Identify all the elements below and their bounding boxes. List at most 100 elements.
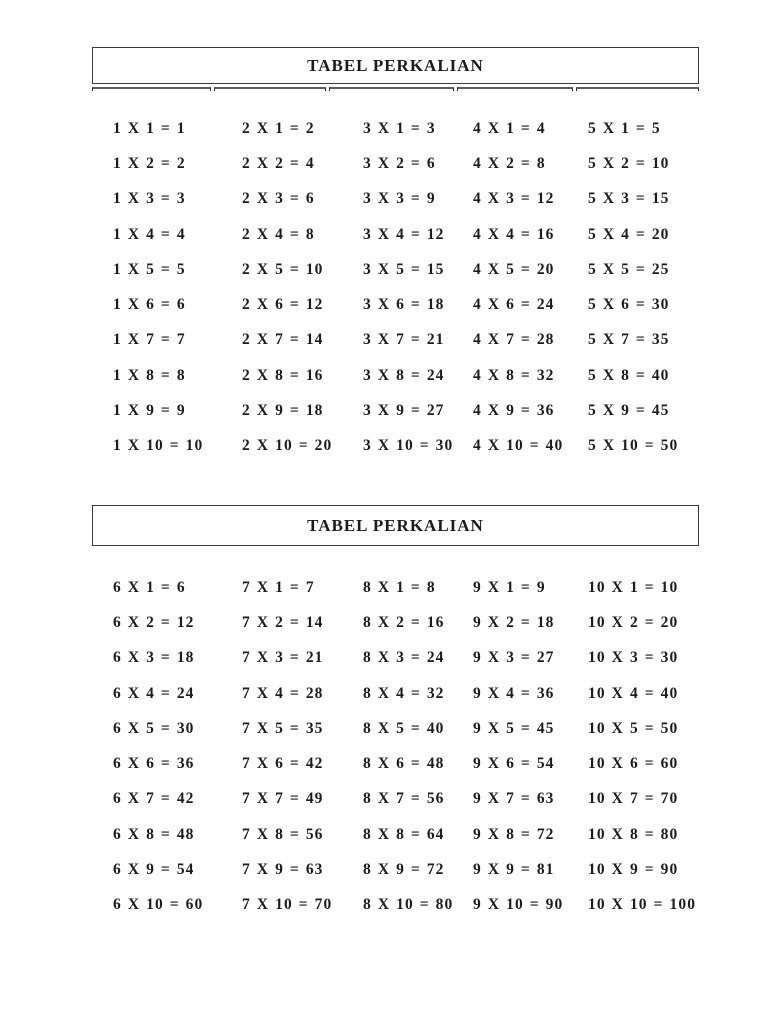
table-row: 1 X 5 = 5 2 X 5 = 10 3 X 5 = 15 4 X 5 = 20 5…: [92, 252, 699, 287]
multiplication-cell: 7 X 8 = 56: [242, 825, 324, 843]
multiplication-cell: 3 X 6 = 18: [363, 296, 445, 314]
multiplication-cell: 5 X 10 = 50: [588, 437, 679, 455]
multiplication-cell: 7 X 9 = 63: [242, 861, 324, 879]
multiplication-cell: 2 X 2 = 4: [242, 154, 315, 172]
multiplication-cell: 3 X 9 = 27: [363, 402, 445, 420]
multiplication-cell: 9 X 4 = 36: [473, 684, 555, 702]
section-1-title-box: TABEL PERKALIAN: [92, 47, 699, 84]
multiplication-cell: 9 X 6 = 54: [473, 755, 555, 773]
multiplication-cell: 4 X 9 = 36: [473, 402, 555, 420]
multiplication-cell: 10 X 2 = 20: [588, 613, 679, 631]
multiplication-cell: 5 X 2 = 10: [588, 154, 670, 172]
multiplication-cell: 2 X 6 = 12: [242, 296, 324, 314]
multiplication-cell: 6 X 1 = 6: [113, 578, 186, 596]
multiplication-cell: 9 X 10 = 90: [473, 896, 564, 914]
table-row: 6 X 7 = 42 7 X 7 = 49 8 X 7 = 56 9 X 7 = 63…: [92, 782, 699, 817]
multiplication-cell: 2 X 3 = 6: [242, 190, 315, 208]
table-row: 1 X 6 = 6 2 X 6 = 12 3 X 6 = 18 4 X 6 = 24 5…: [92, 287, 699, 322]
multiplication-cell: 3 X 2 = 6: [363, 154, 436, 172]
multiplication-cell: 2 X 10 = 20: [242, 437, 333, 455]
multiplication-cell: 3 X 1 = 3: [363, 119, 436, 137]
multiplication-cell: 9 X 7 = 63: [473, 790, 555, 808]
table-row: 1 X 8 = 8 2 X 8 = 16 3 X 8 = 24 4 X 8 = 32 5…: [92, 358, 699, 393]
section-1-title: TABEL PERKALIAN: [307, 55, 484, 75]
multiplication-cell: 8 X 10 = 80: [363, 896, 454, 914]
multiplication-cell: 1 X 2 = 2: [113, 154, 186, 172]
multiplication-cell: 7 X 4 = 28: [242, 684, 324, 702]
multiplication-cell: 5 X 5 = 25: [588, 260, 670, 278]
multiplication-cell: 8 X 4 = 32: [363, 684, 445, 702]
multiplication-cell: 4 X 2 = 8: [473, 154, 546, 172]
multiplication-cell: 4 X 4 = 16: [473, 225, 555, 243]
column-rule-segment: [214, 87, 326, 91]
multiplication-cell: 3 X 3 = 9: [363, 190, 436, 208]
multiplication-cell: 6 X 9 = 54: [113, 861, 195, 879]
multiplication-cell: 5 X 6 = 30: [588, 296, 670, 314]
multiplication-cell: 5 X 7 = 35: [588, 331, 670, 349]
multiplication-cell: 5 X 3 = 15: [588, 190, 670, 208]
multiplication-cell: 3 X 8 = 24: [363, 366, 445, 384]
multiplication-cell: 2 X 9 = 18: [242, 402, 324, 420]
multiplication-cell: 4 X 5 = 20: [473, 260, 555, 278]
multiplication-cell: 10 X 1 = 10: [588, 578, 679, 596]
multiplication-cell: 8 X 9 = 72: [363, 861, 445, 879]
multiplication-cell: 8 X 7 = 56: [363, 790, 445, 808]
table-row: 1 X 2 = 2 2 X 2 = 4 3 X 2 = 6 4 X 2 = 8 5 X …: [92, 146, 699, 181]
table-row: 1 X 7 = 7 2 X 7 = 14 3 X 7 = 21 4 X 7 = 28 5…: [92, 323, 699, 358]
table-row: 6 X 4 = 24 7 X 4 = 28 8 X 4 = 32 9 X 4 = 36…: [92, 676, 699, 711]
multiplication-cell: 9 X 2 = 18: [473, 613, 555, 631]
multiplication-cell: 3 X 5 = 15: [363, 260, 445, 278]
multiplication-cell: 1 X 6 = 6: [113, 296, 186, 314]
multiplication-cell: 1 X 9 = 9: [113, 402, 186, 420]
section-2-title: TABEL PERKALIAN: [307, 515, 484, 535]
multiplication-cell: 10 X 8 = 80: [588, 825, 679, 843]
multiplication-cell: 9 X 8 = 72: [473, 825, 555, 843]
column-rule-segment: [576, 87, 699, 91]
table-row: 6 X 9 = 54 7 X 9 = 63 8 X 9 = 72 9 X 9 = 81…: [92, 852, 699, 887]
multiplication-cell: 4 X 7 = 28: [473, 331, 555, 349]
multiplication-cell: 8 X 8 = 64: [363, 825, 445, 843]
table-row: 1 X 4 = 4 2 X 4 = 8 3 X 4 = 12 4 X 4 = 16 5 …: [92, 217, 699, 252]
multiplication-cell: 7 X 1 = 7: [242, 578, 315, 596]
multiplication-cell: 10 X 9 = 90: [588, 861, 679, 879]
column-rule-segment: [329, 87, 454, 91]
multiplication-cell: 4 X 8 = 32: [473, 366, 555, 384]
multiplication-cell: 5 X 9 = 45: [588, 402, 670, 420]
table-row: 1 X 9 = 9 2 X 9 = 18 3 X 9 = 27 4 X 9 = 36 5…: [92, 393, 699, 428]
multiplication-cell: 9 X 3 = 27: [473, 649, 555, 667]
multiplication-cell: 1 X 8 = 8: [113, 366, 186, 384]
multiplication-cell: 6 X 4 = 24: [113, 684, 195, 702]
table-row: 6 X 6 = 36 7 X 6 = 42 8 X 6 = 48 9 X 6 = 54…: [92, 746, 699, 781]
multiplication-cell: 8 X 3 = 24: [363, 649, 445, 667]
table-row: 1 X 1 = 1 2 X 1 = 2 3 X 1 = 3 4 X 1 = 4 5 X …: [92, 111, 699, 146]
multiplication-cell: 1 X 4 = 4: [113, 225, 186, 243]
multiplication-cell: 6 X 3 = 18: [113, 649, 195, 667]
multiplication-cell: 6 X 6 = 36: [113, 755, 195, 773]
multiplication-cell: 5 X 8 = 40: [588, 366, 670, 384]
table-row: 6 X 2 = 12 7 X 2 = 14 8 X 2 = 16 9 X 2 = 18…: [92, 605, 699, 640]
column-rule-segment: [92, 87, 211, 91]
multiplication-cell: 2 X 4 = 8: [242, 225, 315, 243]
table-row: 1 X 10 = 10 2 X 10 = 20 3 X 10 = 30 4 X 10 …: [92, 429, 699, 464]
multiplication-cell: 5 X 4 = 20: [588, 225, 670, 243]
multiplication-cell: 1 X 7 = 7: [113, 331, 186, 349]
multiplication-cell: 7 X 7 = 49: [242, 790, 324, 808]
multiplication-cell: 2 X 1 = 2: [242, 119, 315, 137]
multiplication-cell: 7 X 10 = 70: [242, 896, 333, 914]
multiplication-cell: 10 X 6 = 60: [588, 755, 679, 773]
multiplication-cell: 6 X 2 = 12: [113, 613, 195, 631]
multiplication-cell: 2 X 5 = 10: [242, 260, 324, 278]
column-rule-segment: [457, 87, 573, 91]
multiplication-cell: 2 X 8 = 16: [242, 366, 324, 384]
multiplication-cell: 8 X 1 = 8: [363, 578, 436, 596]
multiplication-cell: 10 X 4 = 40: [588, 684, 679, 702]
multiplication-cell: 4 X 10 = 40: [473, 437, 564, 455]
multiplication-cell: 8 X 6 = 48: [363, 755, 445, 773]
multiplication-cell: 4 X 1 = 4: [473, 119, 546, 137]
multiplication-cell: 7 X 6 = 42: [242, 755, 324, 773]
multiplication-cell: 9 X 5 = 45: [473, 719, 555, 737]
multiplication-cell: 7 X 2 = 14: [242, 613, 324, 631]
multiplication-cell: 10 X 3 = 30: [588, 649, 679, 667]
multiplication-cell: 10 X 10 = 100: [588, 896, 697, 914]
